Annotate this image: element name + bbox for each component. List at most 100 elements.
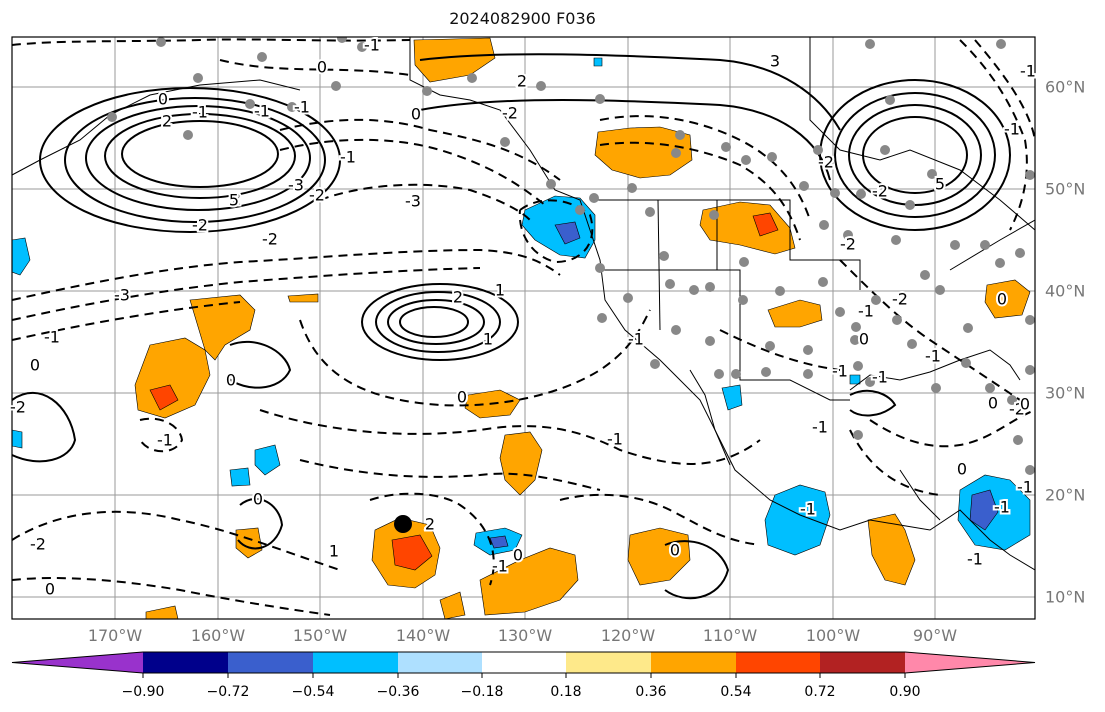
contour-label: -2 (818, 153, 834, 172)
shade-negative (12, 429, 23, 449)
contour-label: -1 (925, 347, 941, 366)
contour-label: 1 (483, 330, 493, 349)
contour-solid (399, 306, 469, 338)
contour-label: 2 (453, 288, 463, 307)
contour-label: 2 (517, 72, 527, 91)
contour-dashed (849, 429, 941, 496)
shade-positive (189, 294, 256, 361)
contour-label: -2 (1009, 400, 1025, 419)
contours (12, 38, 1035, 616)
shade-positive (479, 547, 579, 616)
contour-label: -1 (340, 148, 356, 167)
contour-solid (104, 113, 296, 199)
contour-labels: -1 0 2 -2 0 -1 0 -3 2 -2 -3 -2 0 -1 0 -2 -1 1 2 1 0 -1 -1 0 -1 0 2… (8, 34, 1038, 601)
contour-label: 5 (229, 191, 239, 210)
contour-label: 0 (457, 388, 467, 407)
lat-label: 50°N (1045, 179, 1086, 199)
contour-dashed (369, 492, 495, 586)
contour-label: 2 (425, 515, 435, 534)
contour-dashed (599, 141, 801, 241)
contour-solid (834, 92, 996, 218)
contour-dashed (599, 115, 811, 221)
contour-solid (237, 498, 284, 550)
contour-label: -2 (262, 230, 278, 249)
contour-solid (85, 105, 311, 211)
colorbar-tick-label: 0.72 (804, 684, 836, 700)
lat-label: 20°N (1045, 485, 1086, 505)
contour-label: -3 (405, 192, 421, 211)
contour-label: -3 (114, 286, 130, 305)
shade-positive (499, 431, 543, 496)
lat-label: 40°N (1045, 281, 1086, 301)
contour-label: 2 (162, 112, 172, 131)
contour-solid (419, 99, 831, 181)
contour-label: 1 (495, 281, 505, 300)
contour-label: 0 (411, 105, 421, 124)
contour-label: 0 (988, 394, 998, 413)
contour-label: -1 (364, 36, 380, 55)
contour-label: 0 (513, 546, 523, 565)
contour-label: 0 (317, 58, 327, 77)
contour-label: 0 (226, 371, 236, 390)
lon-label: 110°W (702, 626, 758, 645)
colorbar-tick-label: 0.54 (720, 684, 752, 700)
colorbar-tick-label: −0.18 (460, 684, 504, 700)
contour-label: 0 (253, 490, 263, 509)
contour-dashed (959, 39, 1028, 231)
contour-label: 0 (45, 580, 55, 599)
contour-solid (64, 97, 326, 223)
shade-negative (229, 467, 251, 487)
shade-positive (699, 201, 796, 255)
contour-label: -1 (628, 330, 644, 349)
contour-label: -1 (832, 362, 848, 381)
lon-label: 130°W (497, 626, 553, 645)
contour-label: -1 (858, 302, 874, 321)
lon-label: 120°W (600, 626, 656, 645)
shade-negative (593, 57, 603, 67)
contour-label: -1 (1017, 478, 1033, 497)
contour-label: -1 (872, 368, 888, 387)
contour-dashed (279, 138, 546, 206)
shaded-anomalies (12, 37, 1031, 619)
contour-dashed (869, 409, 1035, 448)
shade-negative (764, 484, 831, 556)
contour-label: -3 (288, 176, 304, 195)
contour-label: -1 (1004, 120, 1020, 139)
contour-dashed (12, 38, 411, 46)
contour-label: -1 (294, 98, 310, 117)
contour-label: -1 (157, 431, 173, 450)
contour-solid (39, 87, 341, 233)
contour-solid (862, 116, 968, 194)
shade-positive (145, 605, 179, 619)
lon-label: 170°W (87, 626, 143, 645)
lon-label: 100°W (805, 626, 861, 645)
shade-negative (969, 489, 999, 531)
contour-label: -2 (502, 104, 518, 123)
shade-positive (752, 212, 779, 237)
lon-label: 90°W (912, 626, 958, 645)
lon-label: 150°W (292, 626, 348, 645)
contour-dashed (559, 493, 761, 546)
storm-marker (394, 515, 412, 533)
contour-label: 0 (158, 90, 168, 109)
contour-dashed (139, 417, 184, 453)
colorbar-tick-label: −0.72 (206, 684, 250, 700)
shade-negative (849, 374, 861, 385)
contour-solid (419, 53, 841, 131)
contour-solid (849, 389, 897, 417)
contour-solid (848, 104, 982, 206)
shade-positive (867, 513, 916, 586)
shade-positive (627, 527, 691, 586)
shade-negative (554, 221, 581, 245)
contour-label: -1 (994, 498, 1010, 517)
contour-label: -2 (309, 186, 325, 205)
colorbar-tick-label: −0.90 (121, 684, 165, 700)
shade-positive (149, 384, 179, 411)
contour-label: 0 (957, 460, 967, 479)
shade-positive (984, 279, 1031, 319)
contour-solid (227, 340, 292, 389)
contour-label: -1 (192, 103, 208, 122)
contour-label: -1 (1020, 62, 1036, 81)
contour-dashed (279, 118, 561, 181)
colorbar-tick-label: −0.36 (376, 684, 420, 700)
